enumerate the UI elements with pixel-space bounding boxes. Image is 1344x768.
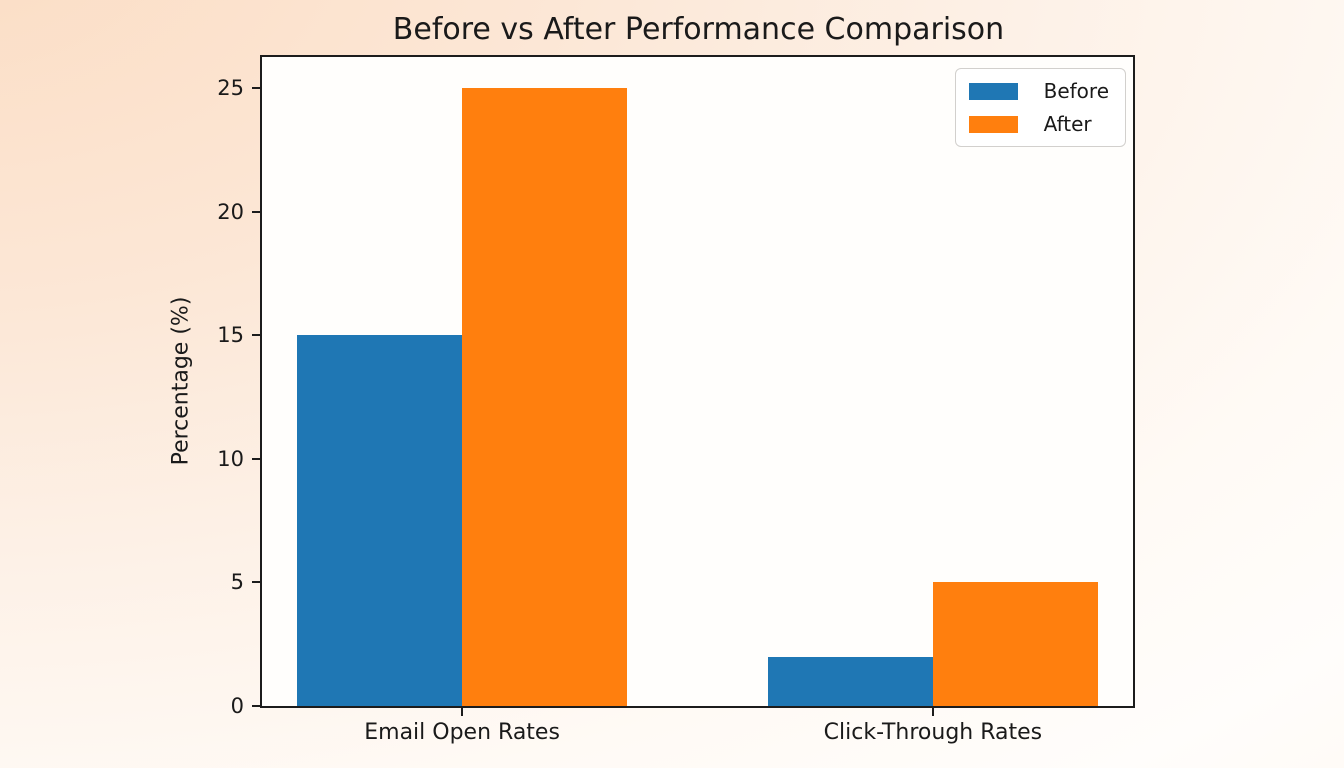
legend-swatch-after [968,115,1018,133]
bar-before-email-open-rates [297,335,463,706]
y-tick-label: 10 [217,446,244,471]
legend-entry-before: Before [968,79,1109,103]
legend-label-after: After [1043,112,1092,136]
y-tick-mark [252,581,260,584]
x-tick-mark [461,708,464,716]
y-tick-label: 25 [217,75,244,100]
bar-after-email-open-rates [462,87,627,706]
legend-entry-after: After [968,112,1109,136]
y-tick-label: 5 [230,570,244,595]
bar-before-click-through-rates [768,656,933,706]
chart-title: Before vs After Performance Comparison [392,12,1005,47]
y-tick-mark [252,457,260,460]
x-tick-label-click-through-rates: Click-Through Rates [823,720,1043,745]
y-tick-mark [252,86,260,89]
x-tick-label-email-open-rates: Email Open Rates [364,720,560,745]
plot-area: Before After 0 5 10 15 20 25 Email Open Rates Cl… [217,55,1135,745]
bar-after-click-through-rates [932,582,1098,706]
y-tick-label: 15 [217,323,244,348]
y-tick-mark [252,334,260,337]
y-tick-mark [252,210,260,213]
y-tick-label: 20 [217,199,244,224]
y-tick-mark [252,705,260,707]
y-tick-label: 0 [230,694,244,718]
legend-label-before: Before [1043,79,1109,103]
x-tick-mark [931,708,934,716]
legend-swatch-before [968,82,1018,100]
legend: Before After [954,68,1126,147]
